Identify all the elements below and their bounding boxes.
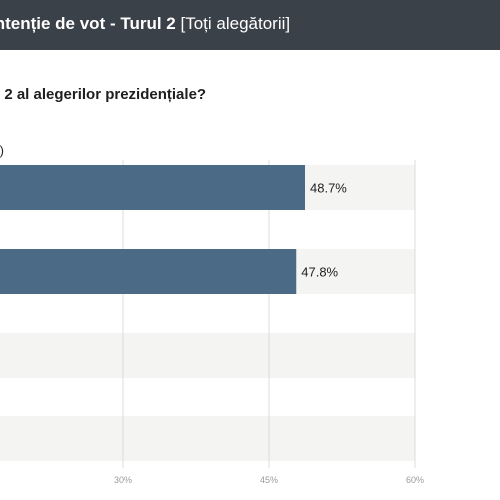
survey-question: l 2 al alegerilor prezidențiale?: [0, 86, 207, 103]
x-tick-label: 45%: [260, 475, 278, 485]
chart-title-main: Intenție de vot - Turul 2: [0, 14, 176, 33]
bar: [0, 249, 297, 294]
bar: [0, 165, 306, 210]
bar-label-fragment: t): [0, 143, 4, 158]
chart-title-subtitle: [Toți alegătorii]: [180, 14, 291, 33]
bar-track: [0, 416, 415, 461]
bar-value-label: 47.8%: [301, 265, 338, 280]
x-tick-label: 30%: [114, 475, 132, 485]
bar-track: [0, 333, 415, 378]
bar-value-label: 48.7%: [310, 181, 347, 196]
chart-title: Intenție de vot - Turul 2 [Toți alegător…: [0, 14, 290, 34]
chart-header: Intenție de vot - Turul 2 [Toți alegător…: [0, 0, 500, 50]
x-tick-label: 60%: [406, 475, 424, 485]
